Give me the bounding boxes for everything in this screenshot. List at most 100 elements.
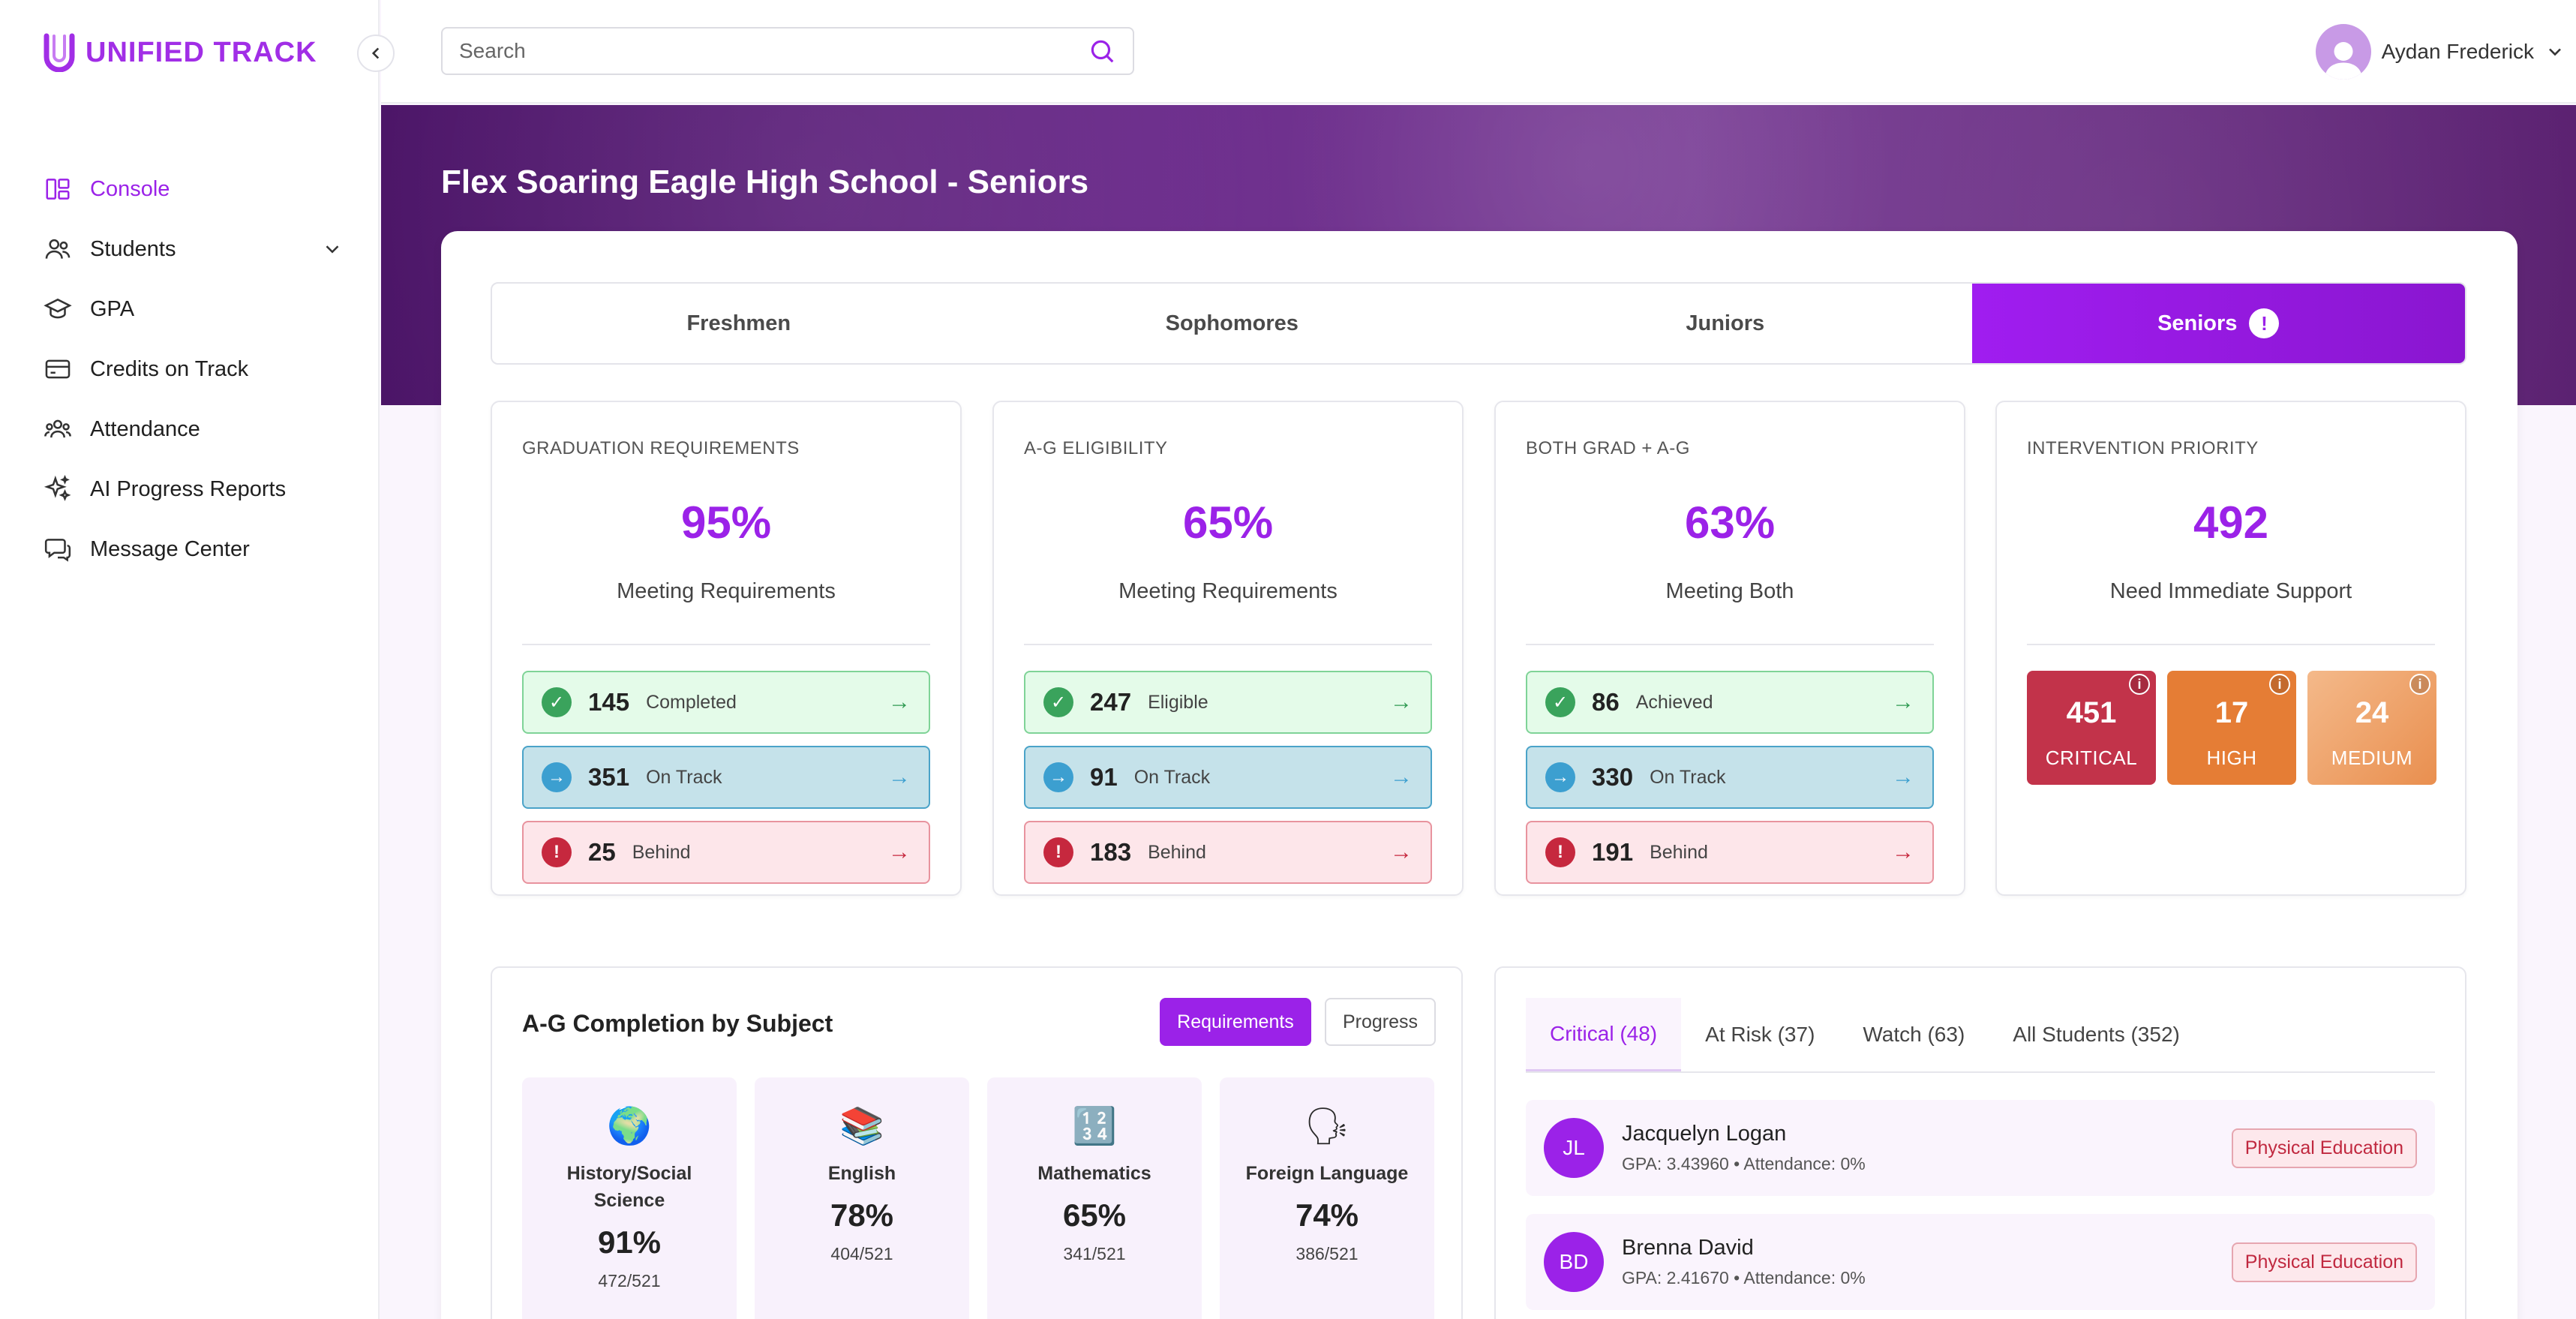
student-name: Jacquelyn Logan	[1622, 1122, 1787, 1146]
subject-card-history[interactable]: 🌍 History/Social Science 91% 472/521	[522, 1077, 737, 1319]
sidebar-item-gpa[interactable]: GPA	[44, 279, 344, 339]
divider	[522, 644, 930, 645]
user-menu[interactable]: Aydan Frederick	[2315, 24, 2565, 80]
row-count: 25	[588, 838, 616, 866]
sidebar-collapse-button[interactable]	[357, 35, 395, 72]
subject-count: 404/521	[830, 1244, 893, 1263]
behind-row[interactable]: ! 183 Behind →	[1024, 821, 1432, 884]
user-name: Aydan Frederick	[2381, 40, 2534, 63]
subject-count: 386/521	[1296, 1244, 1359, 1263]
completed-row[interactable]: ✓ 145 Completed →	[522, 671, 930, 734]
subject-percent: 78%	[830, 1197, 894, 1233]
subject-card-foreign-language[interactable]: 🗣 Foreign Language 74% 386/521	[1220, 1077, 1434, 1319]
tab-at-risk[interactable]: At Risk (37)	[1705, 1023, 1815, 1046]
ag-eligibility-card: A-G ELIGIBILITY 65% Meeting Requirements…	[992, 401, 1464, 896]
intervention-priority-card: INTERVENTION PRIORITY 492 Need Immediate…	[1995, 401, 2466, 896]
section-title: A-G Completion by Subject	[522, 1010, 833, 1037]
achieved-row[interactable]: ✓ 86 Achieved →	[1526, 671, 1934, 734]
subject-count: 341/521	[1063, 1244, 1126, 1263]
sidebar-item-message-center[interactable]: Message Center	[44, 519, 344, 579]
logo-icon	[44, 33, 75, 72]
sidebar-item-students[interactable]: Students	[44, 219, 344, 279]
progress-button[interactable]: Progress	[1325, 998, 1436, 1046]
books-icon: 📚	[839, 1107, 884, 1146]
tab-label: Juniors	[1686, 311, 1765, 335]
alert-icon: !	[2249, 308, 2280, 338]
arrow-right-icon: →	[1390, 840, 1413, 864]
row-label: On Track	[1650, 766, 1726, 788]
subject-percent: 65%	[1062, 1197, 1127, 1233]
sidebar-item-credits-on-track[interactable]: Credits on Track	[44, 339, 344, 399]
sidebar-item-console[interactable]: Console	[44, 159, 344, 219]
requirements-button[interactable]: Requirements	[1160, 998, 1311, 1046]
student-row[interactable]: BD Brenna David GPA: 2.41670 • Attendanc…	[1526, 1214, 2435, 1310]
tab-sophomores[interactable]: Sophomores	[986, 284, 1479, 363]
tab-freshmen[interactable]: Freshmen	[492, 284, 986, 363]
subject-card-mathematics[interactable]: 🔢 Mathematics 65% 341/521	[987, 1077, 1202, 1319]
alert-icon: !	[1043, 837, 1073, 867]
alert-icon: !	[1545, 837, 1575, 867]
subject-card-english[interactable]: 📚 English 78% 404/521	[755, 1077, 969, 1319]
info-icon[interactable]: i	[2269, 674, 2290, 695]
sidebar-item-label: GPA	[90, 296, 135, 321]
on-track-row[interactable]: → 330 On Track →	[1526, 746, 1934, 809]
search-icon[interactable]	[1088, 37, 1116, 65]
sidebar-item-label: Console	[90, 176, 170, 201]
search-input[interactable]	[459, 39, 1088, 63]
sidebar-item-ai-progress-reports[interactable]: AI Progress Reports	[44, 459, 344, 519]
eligible-row[interactable]: ✓ 247 Eligible →	[1024, 671, 1432, 734]
card-subtitle: Meeting Requirements	[617, 579, 836, 603]
student-meta: GPA: 3.43960 • Attendance: 0%	[1622, 1154, 1866, 1173]
top-bar: Aydan Frederick	[381, 0, 2576, 104]
info-icon[interactable]: i	[2129, 674, 2150, 695]
tab-critical[interactable]: Critical (48)	[1526, 998, 1682, 1071]
grade-tabs: Freshmen Sophomores Juniors Seniors !	[491, 282, 2466, 365]
credit-card-icon	[45, 359, 71, 379]
speaking-head-icon: 🗣	[1304, 1107, 1350, 1146]
row-count: 86	[1592, 688, 1620, 716]
row-count: 330	[1592, 763, 1634, 791]
card-value: 63%	[1684, 497, 1776, 548]
card-subtitle: Meeting Both	[1665, 579, 1794, 603]
card-value: 95%	[680, 497, 772, 548]
tab-all-students[interactable]: All Students (352)	[2013, 1023, 2180, 1046]
row-label: Achieved	[1635, 691, 1713, 713]
search-box	[441, 27, 1134, 75]
sidebar-item-attendance[interactable]: Attendance	[44, 399, 344, 459]
chevron-down-icon[interactable]	[321, 238, 344, 260]
subject-name: Mathematics	[1037, 1163, 1151, 1184]
arrow-right-icon: →	[1892, 765, 1914, 789]
behind-row[interactable]: ! 191 Behind →	[1526, 821, 1934, 884]
subject-badge: Physical Education	[2231, 1128, 2417, 1168]
ag-completion-card: A-G Completion by Subject Requirements P…	[491, 966, 1463, 1319]
avatar	[2315, 24, 2371, 80]
user-icon	[2324, 42, 2362, 80]
page-title: Flex Soaring Eagle High School - Seniors	[441, 164, 1089, 200]
card-value: 492	[2193, 497, 2269, 548]
card-label: GRADUATION REQUIREMENTS	[522, 438, 800, 458]
row-count: 91	[1090, 763, 1118, 791]
priority-label: CRITICAL	[2045, 747, 2138, 769]
on-track-row[interactable]: → 91 On Track →	[1024, 746, 1432, 809]
priority-medium[interactable]: i 24 MEDIUM	[2307, 671, 2436, 785]
priority-label: MEDIUM	[2331, 747, 2413, 769]
student-list-card: Critical (48) At Risk (37) Watch (63) Al…	[1494, 966, 2466, 1319]
arrow-right-icon: →	[888, 765, 911, 789]
graduation-requirements-card: GRADUATION REQUIREMENTS 95% Meeting Requ…	[491, 401, 962, 896]
priority-label: HIGH	[2206, 747, 2257, 769]
tab-seniors[interactable]: Seniors !	[1971, 284, 2465, 363]
tab-juniors[interactable]: Juniors	[1479, 284, 1972, 363]
info-icon[interactable]: i	[2409, 674, 2430, 695]
check-icon: ✓	[542, 687, 572, 717]
numbers-icon: 🔢	[1072, 1107, 1117, 1146]
card-value: 65%	[1182, 497, 1274, 548]
priority-critical[interactable]: i 451 CRITICAL	[2027, 671, 2156, 785]
tab-label: Sophomores	[1165, 311, 1299, 335]
tab-watch[interactable]: Watch (63)	[1863, 1023, 1965, 1046]
on-track-row[interactable]: → 351 On Track →	[522, 746, 930, 809]
student-row[interactable]: JL Jacquelyn Logan GPA: 3.43960 • Attend…	[1526, 1100, 2435, 1196]
globe-icon: 🌍	[607, 1107, 652, 1146]
behind-row[interactable]: ! 25 Behind →	[522, 821, 930, 884]
app-logo[interactable]: UNIFIED TRACK	[44, 33, 317, 72]
priority-high[interactable]: i 17 HIGH	[2167, 671, 2296, 785]
